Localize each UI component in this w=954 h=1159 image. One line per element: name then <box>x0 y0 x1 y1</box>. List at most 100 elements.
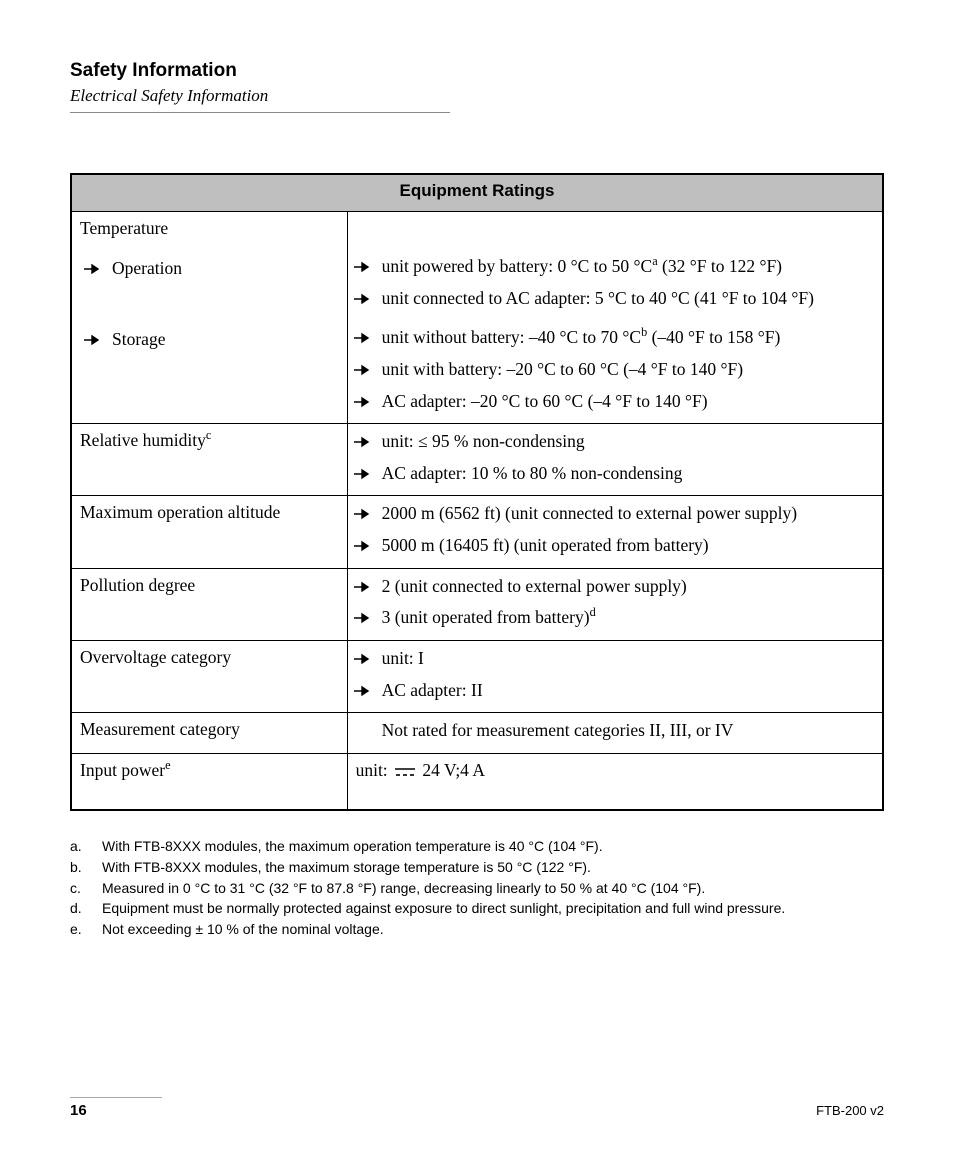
row-label-text: Temperature <box>80 218 168 238</box>
table-cell-value: Not rated for measurement categories II,… <box>347 713 883 754</box>
bullet-arrow-icon <box>354 396 372 408</box>
table-cell-value: unit without battery: –40 °C to 70 °Cb (… <box>347 320 883 423</box>
footnote: a.With FTB-8XXX modules, the maximum ope… <box>70 837 884 856</box>
row-value: unit: 24 V;4 A <box>354 760 876 783</box>
bullet-arrow-icon <box>354 332 372 344</box>
row-value: 3 (unit operated from battery)d <box>354 606 876 630</box>
table-cell-value: unit powered by battery: 0 °C to 50 °Ca … <box>347 249 883 320</box>
table-title: Equipment Ratings <box>71 174 883 212</box>
row-value-text: AC adapter: 10 % to 80 % non-condensing <box>382 462 876 486</box>
footnote: c. Measured in 0 °C to 31 °C (32 °F to 87… <box>70 879 884 898</box>
bullet-arrow-icon <box>354 468 372 480</box>
table-row: Pollution degree 2 (unit connected to ext… <box>71 568 883 640</box>
bullet-arrow-icon <box>354 540 372 552</box>
row-label-text: Operation <box>112 257 341 281</box>
row-value-text: AC adapter: –20 °C to 60 °C (–4 °F to 14… <box>382 390 876 414</box>
table-row: Relative humidityc unit: ≤ 95 % non-conde… <box>71 424 883 496</box>
footnote: b. With FTB-8XXX modules, the maximum sto… <box>70 858 884 877</box>
table-row: Temperature <box>71 212 883 250</box>
row-value: AC adapter: 10 % to 80 % non-condensing <box>354 462 876 486</box>
row-label: Measurement category <box>78 719 341 740</box>
row-value: 2000 m (6562 ft) (unit connected to exte… <box>354 502 876 526</box>
row-label-text: Relative humidityc <box>80 430 211 450</box>
footer-rule <box>70 1097 162 1098</box>
footnote-label: b. <box>70 858 88 877</box>
bullet-arrow-icon <box>354 508 372 520</box>
row-label-text: Overvoltage category <box>80 647 231 667</box>
table-cell-label: Measurement category <box>71 713 347 754</box>
table-cell-label: Storage <box>71 320 347 423</box>
row-value: unit powered by battery: 0 °C to 50 °Ca … <box>354 255 876 279</box>
row-label-text: Measurement category <box>80 719 240 739</box>
row-value: unit: ≤ 95 % non-condensing <box>354 430 876 454</box>
row-value: unit connected to AC adapter: 5 °C to 40… <box>354 287 876 311</box>
row-label: Relative humidityc <box>78 430 341 451</box>
row-value-text: 3 (unit operated from battery)d <box>382 606 876 630</box>
footnote-text: Equipment must be normally protected aga… <box>102 899 884 918</box>
page: Safety Information Electrical Safety Inf… <box>0 0 954 1159</box>
table-cell-label: Pollution degree <box>71 568 347 640</box>
bullet-arrow-icon <box>354 436 372 448</box>
row-label: Input powere <box>78 760 341 781</box>
footnote-text: With FTB-8XXX modules, the maximum opera… <box>102 837 884 856</box>
row-value-text: unit: <box>356 760 392 780</box>
row-value: Not rated for measurement categories II,… <box>354 719 876 743</box>
table-cell-label: Relative humidityc <box>71 424 347 496</box>
row-value: unit without battery: –40 °C to 70 °Cb (… <box>354 326 876 350</box>
row-value: AC adapter: II <box>354 679 876 703</box>
table-cell-value <box>347 212 883 250</box>
row-value-text: AC adapter: II <box>382 679 876 703</box>
table-cell-label: Input powere <box>71 753 347 810</box>
footnotes: a.With FTB-8XXX modules, the maximum ope… <box>70 837 884 939</box>
table-cell-value: 2 (unit connected to external power supp… <box>347 568 883 640</box>
table-row: Measurement category Not rated for measur… <box>71 713 883 754</box>
row-value-text: 2000 m (6562 ft) (unit connected to exte… <box>382 502 876 526</box>
row-value-text: 2 (unit connected to external power supp… <box>382 575 876 599</box>
row-value: unit with battery: –20 °C to 60 °C (–4 °… <box>354 358 876 382</box>
row-value-text: unit powered by battery: 0 °C to 50 °Ca … <box>382 255 876 279</box>
table-row: Overvoltage category unit: I AC adapter: I… <box>71 640 883 712</box>
table-row: Operation unit powered by battery: 0 °C t… <box>71 249 883 320</box>
table-cell-value: 2000 m (6562 ft) (unit connected to exte… <box>347 496 883 568</box>
row-value-text: Not rated for measurement categories II,… <box>382 720 734 740</box>
row-value: 5000 m (16405 ft) (unit operated from ba… <box>354 534 876 558</box>
table-cell-label: Temperature <box>71 212 347 250</box>
row-value: AC adapter: –20 °C to 60 °C (–4 °F to 14… <box>354 390 876 414</box>
table-row: Maximum operation altitude 2000 m (6562 f… <box>71 496 883 568</box>
table-cell-label: Maximum operation altitude <box>71 496 347 568</box>
row-label-text: Storage <box>112 328 341 352</box>
equipment-ratings-table: Equipment Ratings Temperature Operation un… <box>70 173 884 811</box>
row-label-text: Pollution degree <box>80 575 195 595</box>
header-rule <box>70 112 450 113</box>
row-value-text: unit: ≤ 95 % non-condensing <box>382 430 876 454</box>
bullet-arrow-icon <box>354 653 372 665</box>
footnote: d.Equipment must be normally protected a… <box>70 899 884 918</box>
footnote-label: c. <box>70 879 88 898</box>
bullet-arrow-icon <box>354 364 372 376</box>
section-subtitle: Electrical Safety Information <box>70 86 884 106</box>
bullet-arrow-icon <box>84 263 102 275</box>
row-label-text: Maximum operation altitude <box>80 502 280 522</box>
table-header-row: Equipment Ratings <box>71 174 883 212</box>
row-label: Temperature <box>78 218 341 239</box>
footnote-text: With FTB-8XXX modules, the maximum stora… <box>102 858 884 877</box>
table-row: Input powere unit: 24 V;4 A <box>71 753 883 810</box>
bullet-arrow-icon <box>354 261 372 273</box>
section-title: Safety Information <box>70 60 884 82</box>
bullet-arrow-icon <box>354 612 372 624</box>
row-value-text: unit without battery: –40 °C to 70 °Cb (… <box>382 326 876 350</box>
row-value-text: unit: I <box>382 647 876 671</box>
page-number: 16 <box>70 1102 87 1119</box>
header: Safety Information Electrical Safety Inf… <box>70 60 884 113</box>
footer: 16 FTB-200 v2 <box>70 1097 884 1119</box>
row-label: Maximum operation altitude <box>78 502 341 523</box>
row-value-text: 24 V;4 A <box>418 760 485 780</box>
bullet-arrow-icon <box>354 581 372 593</box>
row-label: Pollution degree <box>78 575 341 596</box>
footnote: e.Not exceeding ± 10 % of the nominal vo… <box>70 920 884 939</box>
bullet-arrow-icon <box>354 293 372 305</box>
footnote-text: Measured in 0 °C to 31 °C (32 °F to 87.8… <box>102 879 884 898</box>
row-value: unit: I <box>354 647 876 671</box>
footnote-label: e. <box>70 920 88 939</box>
row-label-text: Input powere <box>80 760 171 780</box>
